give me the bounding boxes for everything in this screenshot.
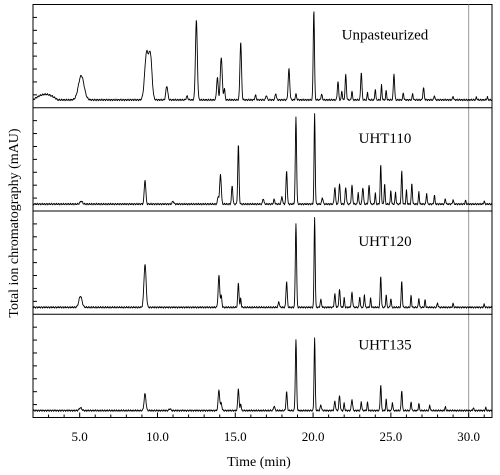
panel-1: Unpasteurized (32, 11, 493, 102)
series-label: UHT110 (359, 131, 412, 147)
trace-line (32, 217, 493, 309)
x-axis: 5.0 10.0 15.0 20.0 25.0 30.0 (32, 412, 485, 444)
series-label: UHT120 (358, 234, 411, 250)
x-tick-label: 25.0 (379, 429, 402, 444)
series-label: Unpasteurized (342, 28, 429, 44)
panel-3: UHT120 (32, 210, 493, 309)
trace-line (32, 113, 493, 206)
trace-line (32, 337, 493, 412)
x-tick-label: 30.0 (457, 429, 480, 444)
y-axis-title: Total ion chromatography (mAU) (7, 128, 22, 317)
y-axis-title-group: Total ion chromatography (mAU) (7, 128, 22, 317)
x-tick-label: 20.0 (302, 429, 325, 444)
panel-4: UHT135 (32, 313, 493, 412)
trace-line (32, 11, 493, 102)
panel-2: UHT110 (32, 107, 493, 206)
x-tick-label: 5.0 (72, 429, 88, 444)
x-axis-title: Time (min) (227, 455, 291, 470)
x-tick-label: 15.0 (224, 429, 247, 444)
series-label: UHT135 (358, 337, 411, 353)
stacked-panels: Unpasteurized UHT110 UHT120 UHT135 (32, 4, 493, 418)
x-tick-label: 10.0 (146, 429, 169, 444)
